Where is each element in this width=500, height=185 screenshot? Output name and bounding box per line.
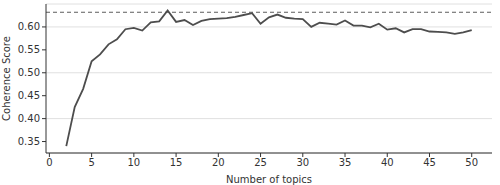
svg-text:0.35: 0.35	[18, 136, 40, 147]
svg-text:5: 5	[88, 157, 94, 168]
svg-text:25: 25	[254, 157, 267, 168]
svg-text:45: 45	[423, 157, 436, 168]
svg-text:20: 20	[212, 157, 225, 168]
svg-text:0.45: 0.45	[18, 90, 40, 101]
svg-text:0: 0	[46, 157, 52, 168]
svg-text:40: 40	[381, 157, 394, 168]
svg-text:0.50: 0.50	[18, 67, 40, 78]
svg-text:Number of topics: Number of topics	[226, 174, 312, 185]
svg-text:Coherence Score: Coherence Score	[8, 36, 12, 121]
svg-text:10: 10	[127, 157, 140, 168]
svg-text:35: 35	[339, 157, 352, 168]
svg-text:30: 30	[296, 157, 309, 168]
svg-text:0.40: 0.40	[18, 113, 40, 124]
svg-text:50: 50	[465, 157, 478, 168]
svg-text:15: 15	[170, 157, 183, 168]
svg-text:0.60: 0.60	[18, 21, 40, 32]
svg-text:0.55: 0.55	[18, 44, 40, 55]
